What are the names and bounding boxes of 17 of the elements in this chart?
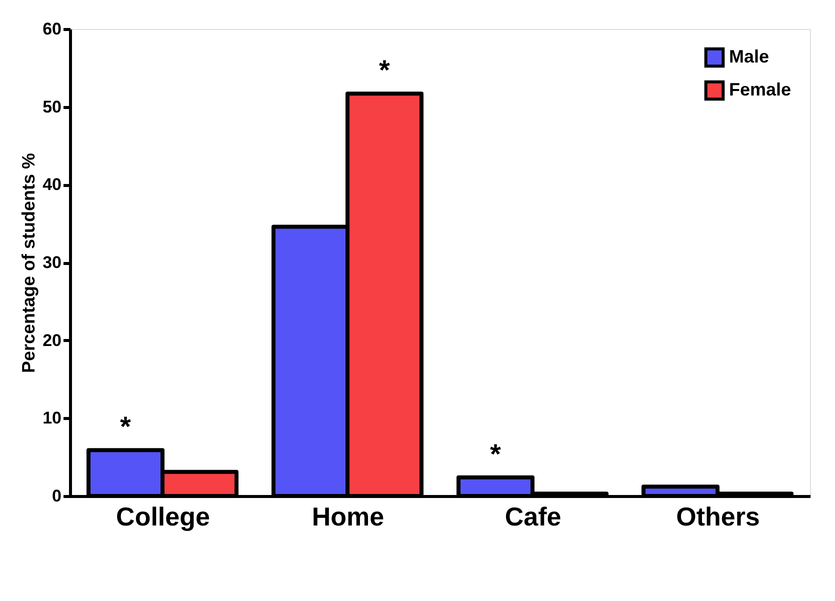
y-tick-label: 60 [42,20,62,38]
y-tick-label: 40 [42,175,62,194]
annotation: * [490,438,502,470]
legend-label: Male [729,46,770,66]
annotation: * [120,411,132,442]
legend-label: Female [729,80,792,100]
y-tick-label: 0 [52,486,62,506]
x-tick-label: Home [312,502,384,532]
y-tick-label: 10 [42,408,62,428]
y-tick-label: 20 [42,330,62,350]
x-tick-label: Cafe [504,502,562,532]
y-tick-label: 50 [42,97,62,116]
x-tick-label: Others [676,502,760,532]
x-tick-label: College [116,502,210,532]
annotation: * [379,54,390,86]
y-tick-label: 30 [42,253,62,272]
y-axis-title: Percentage of students % [18,152,39,374]
